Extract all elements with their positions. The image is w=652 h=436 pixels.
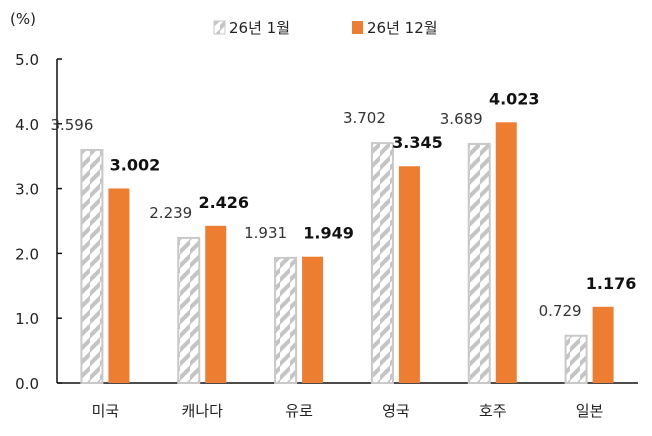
bar-dec: [205, 225, 227, 383]
bar-jan: [564, 334, 588, 385]
data-label: 3.345: [392, 133, 443, 152]
x-tick-label: 유로: [285, 402, 313, 420]
x-tick-label: 캐나다: [182, 402, 224, 420]
data-label: 3.702: [343, 109, 386, 127]
data-label: 1.949: [303, 224, 354, 243]
data-label: 1.931: [244, 224, 287, 242]
legend: 26년 1월 26년 12월: [213, 19, 438, 37]
data-label: 3.689: [440, 110, 483, 128]
data-label: 2.426: [198, 193, 249, 212]
bar-jan: [370, 142, 394, 384]
y-tick-label: 1.0: [15, 310, 39, 328]
y-tick-label: 2.0: [15, 245, 39, 263]
bar-dec: [108, 188, 130, 383]
legend-swatch-dec: [352, 21, 363, 34]
data-label: 0.729: [539, 302, 582, 320]
x-tick-label: 일본: [576, 402, 604, 420]
bar-jan: [177, 236, 201, 384]
data-label: 1.176: [586, 274, 637, 293]
bar-jan: [80, 148, 104, 384]
data-label: 3.596: [50, 116, 93, 134]
data-label: 2.239: [149, 204, 192, 222]
x-tick-label: 영국: [382, 402, 410, 420]
y-tick-label: 0.0: [15, 375, 39, 393]
y-tick-label: 4.0: [15, 116, 39, 134]
y-tick-label: 3.0: [15, 181, 39, 199]
bar-dec: [302, 256, 324, 383]
data-label: 3.002: [110, 155, 161, 174]
y-tick-label: 5.0: [15, 51, 39, 69]
bar-dec: [592, 306, 614, 383]
legend-swatch-jan: [213, 20, 226, 35]
bar-jan: [274, 256, 298, 384]
data-label: 4.023: [489, 89, 540, 108]
x-tick-label: 호주: [479, 402, 507, 420]
legend-label-dec: 26년 12월: [367, 19, 438, 37]
bar-dec: [495, 122, 517, 383]
x-tick-label: 미국: [92, 402, 120, 420]
y-axis-label: (%): [10, 10, 36, 28]
bar-dec: [398, 166, 420, 383]
bar-jan: [467, 142, 491, 384]
legend-label-jan: 26년 1월: [229, 19, 290, 37]
